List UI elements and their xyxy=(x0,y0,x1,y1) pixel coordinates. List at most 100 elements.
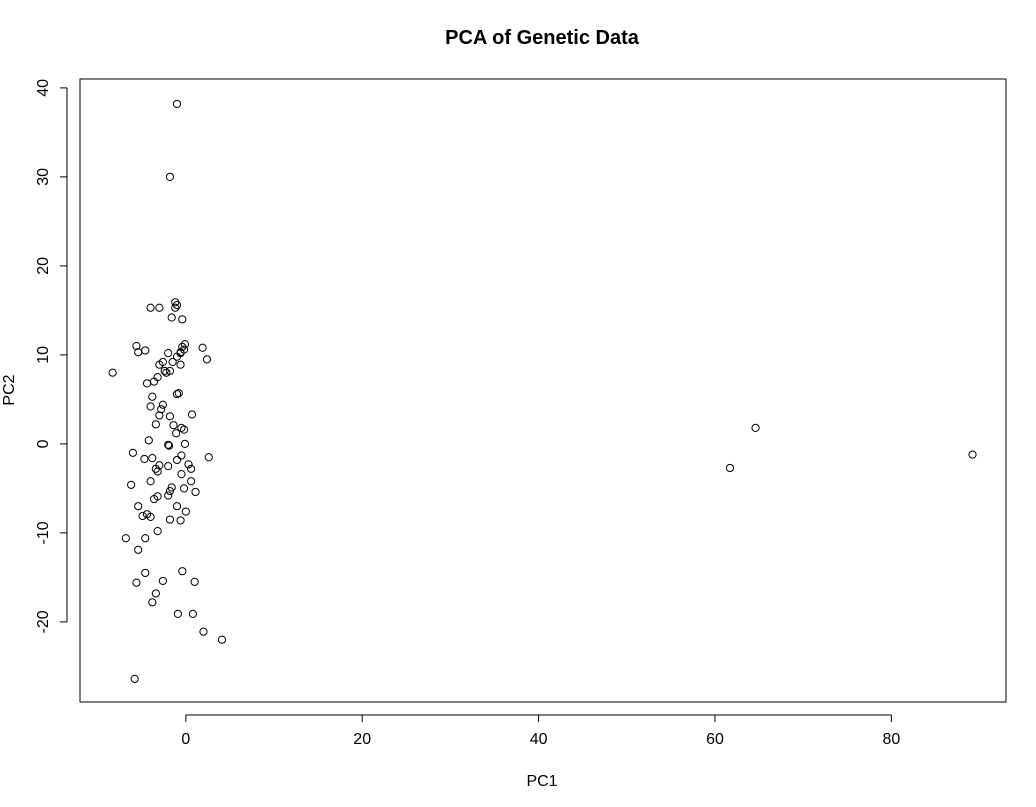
data-point xyxy=(191,487,200,497)
data-point xyxy=(202,355,212,364)
data-point xyxy=(176,360,185,369)
data-point xyxy=(134,545,143,554)
x-tick-label: 40 xyxy=(530,731,548,748)
data-point xyxy=(198,343,207,352)
y-tick-label: 30 xyxy=(35,168,52,186)
data-point xyxy=(130,674,139,683)
data-point xyxy=(144,436,153,445)
data-point xyxy=(180,340,190,349)
data-point xyxy=(180,439,190,448)
data-point xyxy=(184,460,193,469)
data-point xyxy=(187,464,196,473)
y-tick-label: 40 xyxy=(35,79,52,97)
data-point xyxy=(181,507,190,516)
y-tick-label: -20 xyxy=(35,610,52,633)
data-point xyxy=(177,451,186,460)
data-point xyxy=(172,502,182,511)
data-point xyxy=(164,462,173,471)
data-point xyxy=(146,477,155,486)
data-point xyxy=(187,410,197,419)
data-point xyxy=(134,348,143,357)
y-tick-label: 0 xyxy=(35,439,52,448)
data-point xyxy=(167,313,176,322)
data-point xyxy=(140,454,149,464)
data-point xyxy=(157,405,166,414)
data-point xyxy=(217,635,227,644)
data-point xyxy=(132,341,141,351)
data-point xyxy=(174,389,183,398)
data-points xyxy=(108,99,977,683)
data-point xyxy=(148,598,157,607)
data-point xyxy=(149,494,159,504)
x-tick-label: 60 xyxy=(706,731,724,748)
data-point xyxy=(177,423,186,432)
data-point xyxy=(164,440,173,449)
data-point xyxy=(155,303,164,312)
data-point xyxy=(168,357,177,367)
chart-title: PCA of Genetic Data xyxy=(445,27,640,49)
x-axis-label: PC1 xyxy=(526,773,557,790)
data-point xyxy=(725,463,735,473)
data-point xyxy=(151,420,160,429)
data-point xyxy=(178,567,187,576)
x-tick-label: 80 xyxy=(882,731,900,748)
data-point xyxy=(165,515,175,524)
data-point xyxy=(148,454,157,463)
data-point xyxy=(158,576,167,586)
data-point xyxy=(148,392,157,401)
data-point xyxy=(179,484,189,493)
data-point xyxy=(164,349,173,358)
data-point xyxy=(127,480,136,489)
data-point xyxy=(164,441,174,450)
data-point xyxy=(751,423,760,432)
data-point xyxy=(172,352,182,361)
data-point xyxy=(141,568,150,578)
data-point xyxy=(158,400,167,409)
data-point xyxy=(151,464,160,473)
data-point xyxy=(176,516,185,525)
data-point xyxy=(190,577,199,586)
data-point xyxy=(178,342,187,351)
data-point xyxy=(146,512,155,521)
data-point xyxy=(204,453,213,462)
data-point xyxy=(146,303,155,312)
x-tick-label: 0 xyxy=(181,731,190,748)
data-point xyxy=(179,425,189,434)
data-point xyxy=(141,346,150,355)
data-point xyxy=(153,467,162,476)
data-point xyxy=(169,421,178,430)
data-point xyxy=(172,455,182,465)
data-point xyxy=(165,366,175,376)
data-point xyxy=(141,534,150,543)
data-point xyxy=(173,609,182,618)
data-point xyxy=(177,470,186,479)
data-point xyxy=(153,527,162,536)
y-tick-label: -10 xyxy=(35,521,52,544)
data-point xyxy=(134,502,143,511)
data-point xyxy=(165,172,175,181)
data-point xyxy=(121,534,130,543)
data-point xyxy=(149,377,159,386)
data-point xyxy=(172,429,181,438)
data-point xyxy=(132,578,141,587)
data-point xyxy=(171,303,180,312)
y-axis: -20 -10 0 10 20 30 40 xyxy=(35,79,68,633)
data-point xyxy=(968,450,977,459)
data-point xyxy=(155,360,164,369)
data-point xyxy=(138,511,147,521)
data-point xyxy=(165,412,175,421)
plot-frame xyxy=(79,78,1007,703)
y-axis-label: PC2 xyxy=(1,374,18,405)
x-axis: 0 20 40 60 80 xyxy=(181,714,900,748)
data-point xyxy=(187,477,196,486)
data-point xyxy=(155,411,164,420)
data-point xyxy=(160,366,169,376)
data-point xyxy=(172,99,182,109)
data-point xyxy=(146,402,155,411)
data-point xyxy=(171,298,180,307)
x-tick-label: 20 xyxy=(353,731,371,748)
data-point xyxy=(172,300,182,310)
data-point xyxy=(108,368,117,377)
y-tick-label: 10 xyxy=(35,346,52,364)
